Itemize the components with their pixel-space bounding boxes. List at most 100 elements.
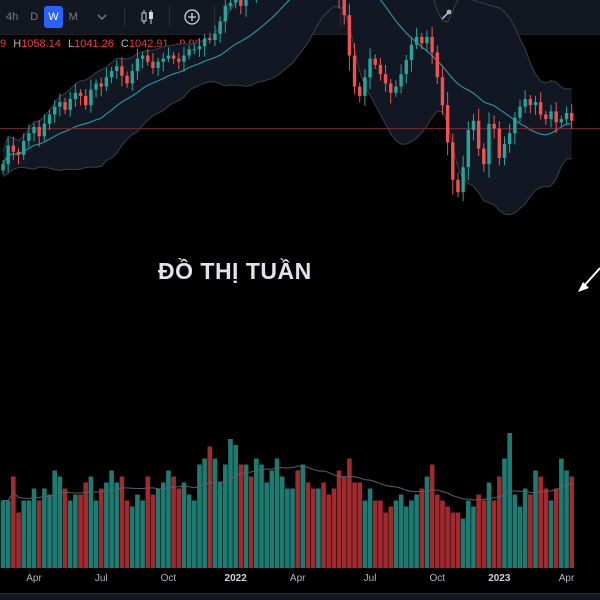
volume-bar	[238, 464, 244, 568]
volume-bar	[491, 500, 497, 568]
candle-body	[11, 145, 16, 152]
volume-bar	[450, 512, 456, 568]
volume-bar	[471, 506, 476, 568]
candle-body	[27, 133, 31, 141]
volume-bar	[264, 482, 269, 568]
candle-body	[518, 106, 522, 118]
volume-bar	[67, 500, 73, 568]
timeframe-d[interactable]: D	[30, 11, 39, 23]
volume-bar	[414, 494, 419, 568]
toolbar-divider	[123, 7, 125, 27]
candle-body	[63, 102, 67, 110]
volume-bar	[269, 470, 275, 568]
volume-bar	[528, 494, 533, 568]
candle-body	[161, 58, 165, 62]
candle-body	[218, 21, 222, 34]
volume-bar	[191, 500, 197, 568]
candles-icon[interactable]	[134, 4, 160, 30]
candle-body	[497, 128, 502, 158]
volume-bar	[98, 488, 104, 568]
candle-body	[404, 60, 408, 75]
volume-bar	[109, 470, 114, 568]
candle-body	[125, 75, 129, 84]
candle-body	[451, 142, 455, 180]
timeframe-w[interactable]: W	[44, 6, 63, 28]
candle-body	[570, 112, 574, 121]
volume-bar	[181, 482, 187, 568]
volume-bar	[429, 464, 435, 568]
candle-body	[409, 44, 414, 61]
volume-bar	[300, 464, 306, 568]
candle-body	[523, 98, 527, 107]
candle-body	[347, 15, 352, 56]
x-tick-label: 2023	[488, 573, 511, 584]
x-tick-label: Apr	[289, 573, 306, 584]
candle-body	[239, 0, 243, 6]
volume-bar	[150, 494, 156, 568]
candle-body	[32, 126, 36, 134]
candle-body	[399, 74, 403, 87]
timeframe-4h[interactable]: 4h	[6, 11, 19, 23]
candle-body	[559, 119, 564, 123]
volume-bar	[497, 476, 502, 568]
timeframe-m[interactable]: M	[68, 11, 78, 23]
volume-bar	[460, 518, 466, 568]
close-value: 1042.91	[128, 38, 169, 50]
volume-bar	[341, 476, 347, 568]
candle-body	[68, 98, 72, 110]
x-tick-label: Oct	[160, 573, 177, 584]
volume-bar	[440, 500, 445, 568]
candle-body	[389, 83, 393, 93]
volume-bar	[279, 476, 285, 568]
arrow-annotation	[582, 267, 600, 288]
volume-bar	[36, 500, 42, 568]
chart-watermark: ĐỒ THỊ TUẦN	[158, 258, 312, 284]
volume-bar	[73, 494, 78, 568]
candle-body	[440, 77, 445, 106]
candle-body	[342, 0, 346, 16]
candle-body	[16, 151, 21, 155]
volume-bar	[83, 482, 89, 568]
add-indicator-icon[interactable]	[179, 4, 205, 30]
high-value: 1058.14	[21, 38, 61, 50]
candle-body	[223, 5, 228, 22]
chevron-down-icon[interactable]	[89, 4, 115, 30]
candle-body	[94, 83, 98, 90]
x-tick-label: Apr	[26, 573, 42, 584]
volume-bar	[455, 512, 461, 568]
volume-bar	[336, 470, 342, 568]
candle-body	[487, 123, 491, 165]
candle-body	[171, 55, 176, 59]
candle-body	[213, 33, 217, 40]
candle-body	[99, 83, 103, 87]
volume-bar	[119, 476, 125, 568]
candle-body	[130, 71, 134, 84]
volume-bar	[223, 464, 228, 568]
volume-bar	[0, 500, 6, 568]
volume-ma-line	[3, 465, 572, 501]
close-key: C	[120, 38, 129, 50]
volume-bar	[321, 482, 326, 568]
x-tick-label: Oct	[429, 573, 446, 584]
candle-body	[507, 133, 512, 145]
candle-body	[363, 77, 367, 96]
volume-bar	[393, 500, 399, 568]
volume-bar	[502, 458, 507, 568]
candle-body	[482, 148, 486, 165]
candle-body	[233, 0, 238, 3]
candle-body	[192, 49, 196, 51]
volume-bar	[305, 482, 311, 568]
volume-bar	[47, 494, 52, 568]
volume-bar	[135, 494, 140, 568]
volume-bar	[228, 439, 233, 568]
candle-body	[476, 120, 481, 149]
candle-body	[135, 58, 140, 72]
candle-body	[564, 112, 569, 120]
volume-bar	[202, 458, 207, 568]
candle-body	[151, 61, 155, 68]
volume-bar	[52, 470, 57, 568]
candle-body	[528, 98, 533, 106]
toolbar-divider	[339, 7, 341, 27]
